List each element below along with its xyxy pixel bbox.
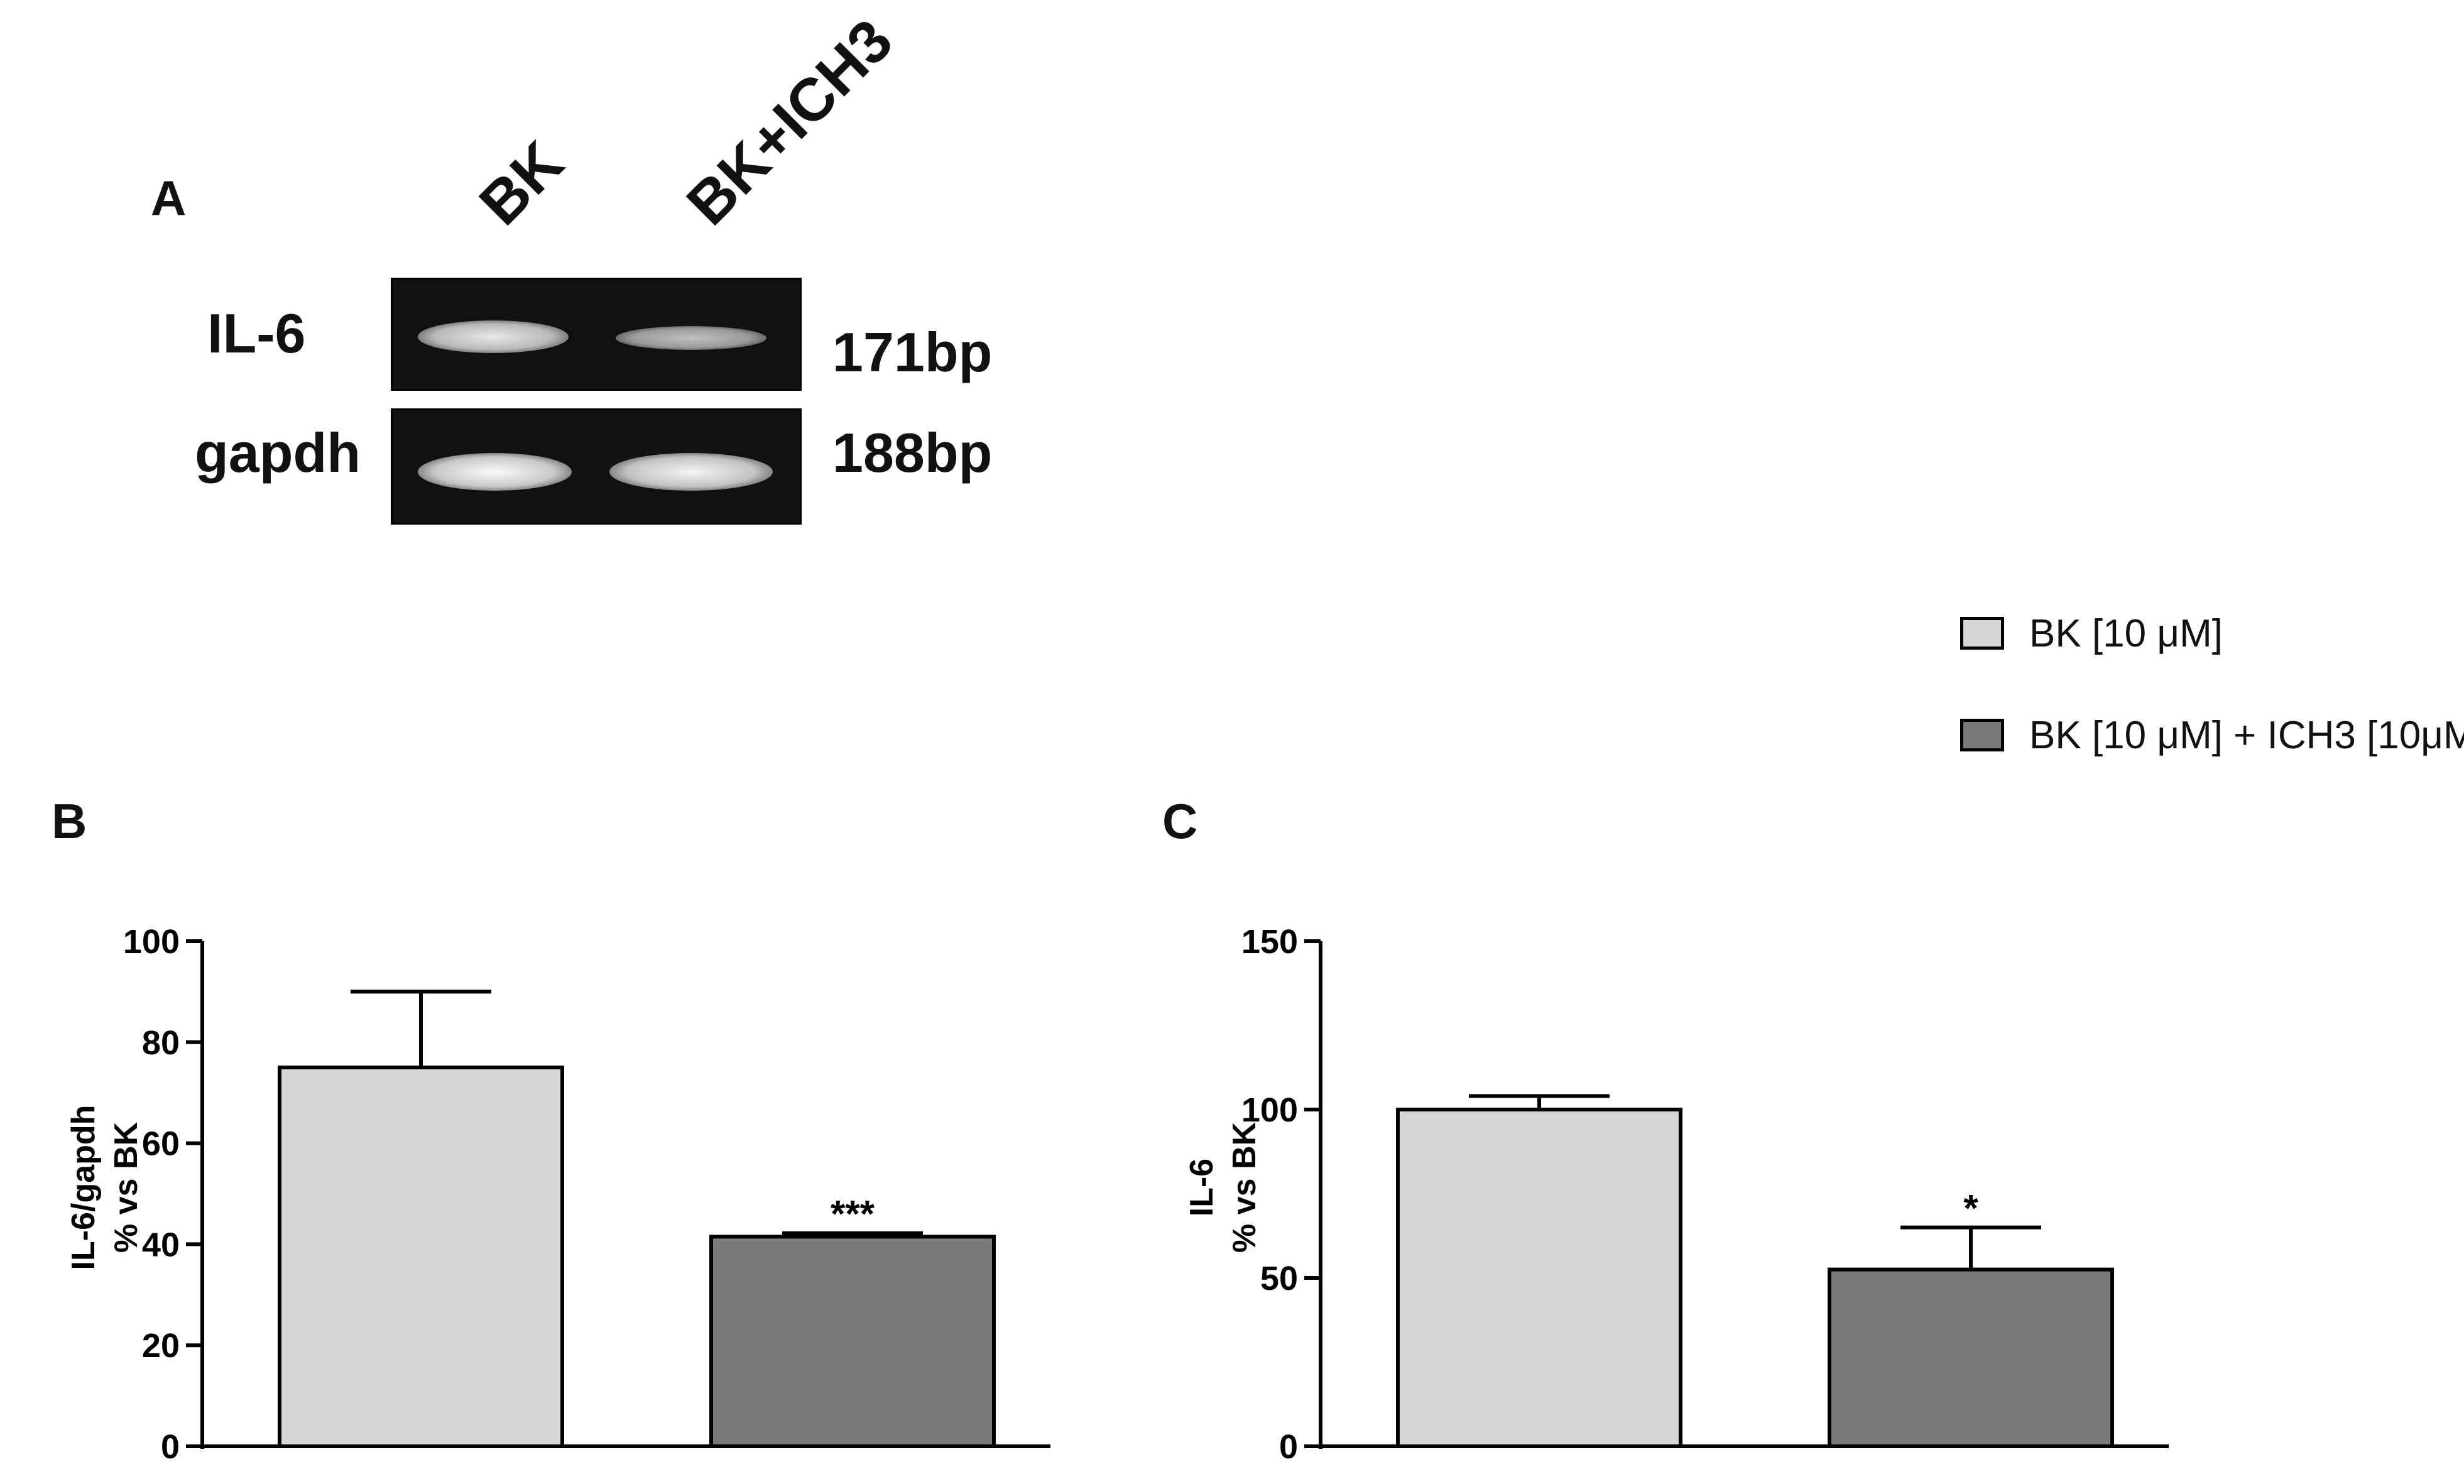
chart-c-bar-0	[1396, 1108, 1682, 1448]
chart-b-ytick-label-1: 20	[142, 1327, 180, 1365]
band-il6-bk	[418, 320, 569, 353]
legend-swatch-bk-ich3	[1960, 719, 2004, 751]
chart-c-ylabel-line-1: % vs BK	[1226, 1122, 1263, 1253]
lane-label-bk-ich3: BK+ICH3	[673, 6, 905, 238]
chart-c-bar-1	[1828, 1267, 2114, 1448]
band-gapdh-bk-ich3	[609, 453, 773, 491]
bp-label-il6: 171bp	[832, 321, 993, 383]
panel-a-letter: A	[151, 170, 187, 226]
chart-b-ytick-label-0: 0	[161, 1428, 180, 1466]
legend: BK [10 μM] BK [10 μM] + ICH3 [10μM]	[1960, 604, 2464, 808]
legend-label-bk: BK [10 μM]	[2029, 611, 2223, 655]
chart-b-ytick-label-3: 60	[142, 1125, 180, 1163]
band-il6-bk-ich3	[616, 326, 766, 350]
gene-label-gapdh: gapdh	[195, 422, 361, 484]
chart-b-ytick-label-2: 40	[142, 1226, 180, 1263]
lane-label-bk: BK	[466, 128, 576, 238]
chart-b-ytick-label-4: 80	[142, 1024, 180, 1062]
chart-c-ylabel-line-0: IL-6	[1184, 1159, 1220, 1216]
gel-il6	[391, 278, 802, 391]
chart-b: IL-6/gapdh% vs BK 0 20 40 60 80 100 ***	[65, 923, 1050, 1466]
panel-c-letter: C	[1162, 794, 1198, 849]
chart-b-ylabel-line-1: % vs BK	[108, 1122, 144, 1253]
chart-b-significance-1: ***	[831, 1193, 875, 1235]
chart-c-ytick-label-0: 0	[1279, 1428, 1298, 1466]
legend-item-bk-ich3: BK [10 μM] + ICH3 [10μM]	[1960, 706, 2464, 764]
chart-c-ytick-label-1: 50	[1260, 1260, 1298, 1297]
gene-label-il6: IL-6	[207, 302, 306, 364]
chart-b-ytick-label-5: 100	[123, 923, 180, 961]
legend-swatch-bk	[1960, 617, 2004, 650]
chart-c-ytick-label-3: 150	[1241, 923, 1298, 961]
chart-c-ytick-label-2: 100	[1241, 1091, 1298, 1129]
chart-b-ylabel-line-0: IL-6/gapdh	[65, 1105, 102, 1270]
chart-c-significance-1: *	[1963, 1187, 1978, 1230]
chart-b-bar-0	[278, 1066, 564, 1448]
legend-item-bk: BK [10 μM]	[1960, 604, 2464, 662]
band-gapdh-bk	[418, 453, 572, 491]
chart-c: IL-6% vs BK 0 50 100 150 *	[1184, 923, 2169, 1466]
panel-b-letter: B	[52, 794, 87, 849]
gel-gapdh	[391, 408, 802, 525]
chart-b-bar-1	[709, 1235, 996, 1449]
legend-label-bk-ich3: BK [10 μM] + ICH3 [10μM]	[2029, 713, 2464, 757]
bp-label-gapdh: 188bp	[832, 422, 993, 484]
